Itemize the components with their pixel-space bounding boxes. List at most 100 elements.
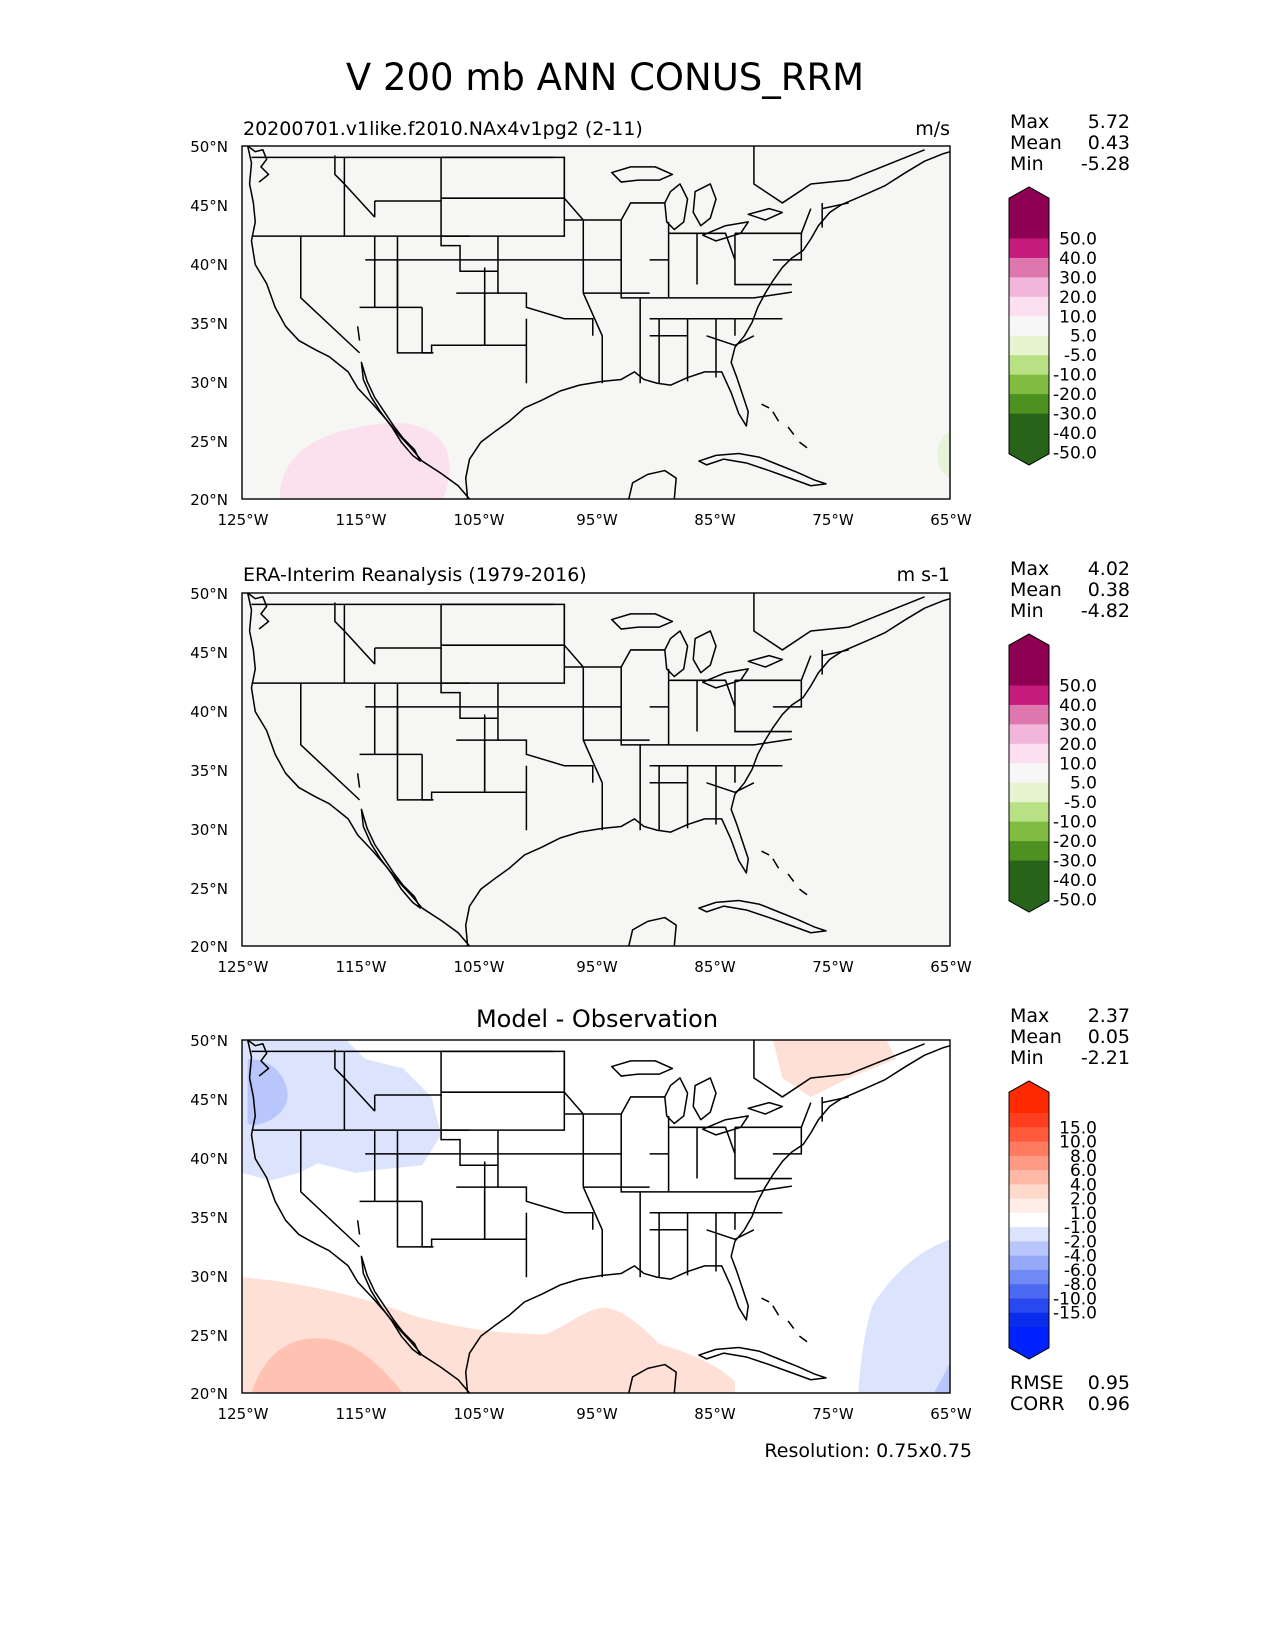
colorbar-tick-label: -30.0 xyxy=(1053,852,1097,872)
colorbar-tick-label: -10.0 xyxy=(1053,813,1097,833)
lat-tick: 45°N xyxy=(190,197,228,215)
stat-value: 0.43 xyxy=(1088,132,1130,154)
lat-tick: 30°N xyxy=(190,374,228,392)
colorbar-swatch xyxy=(1009,704,1049,725)
lat-tick: 35°N xyxy=(190,1209,228,1227)
colorbar-tick-label: -50.0 xyxy=(1053,443,1097,463)
panel-diff-lon-ticks: 125°W 115°W 105°W 95°W 85°W 75°W 65°W xyxy=(218,1405,972,1423)
colorbar-tick-label: 10.0 xyxy=(1059,307,1097,327)
metric-label: RMSE xyxy=(1010,1372,1064,1394)
colorbar-tick-label: 40.0 xyxy=(1059,249,1097,269)
colorbar-tick-label: 15.0 xyxy=(1059,1118,1097,1138)
colorbar-swatch xyxy=(1009,413,1049,434)
colorbar-swatch xyxy=(1009,219,1049,240)
lon-tick: 95°W xyxy=(576,1405,618,1423)
lon-tick: 115°W xyxy=(336,1405,387,1423)
colorbar-tick-label: -5.0 xyxy=(1064,346,1097,366)
colorbar-swatch xyxy=(1009,1255,1049,1271)
resolution-label: Resolution: 0.75x0.75 xyxy=(764,1440,972,1462)
lon-tick: 85°W xyxy=(694,511,736,529)
panel-diff-stats: Max 2.37 Mean 0.05 Min -2.21 xyxy=(1010,1005,1130,1069)
colorbar-swatch xyxy=(1009,860,1049,881)
lon-tick: 115°W xyxy=(336,511,387,529)
colorbar-swatch xyxy=(1009,1227,1049,1242)
lat-tick: 25°N xyxy=(190,433,228,451)
colorbar-tick-label: -6.0 xyxy=(1064,1261,1097,1281)
stat-label: Max xyxy=(1010,1005,1049,1027)
stat-label: Mean xyxy=(1010,1026,1062,1048)
metric-label: CORR xyxy=(1010,1393,1065,1415)
lon-tick: 85°W xyxy=(694,958,736,976)
lat-tick: 25°N xyxy=(190,880,228,898)
colorbar-extend-max xyxy=(1009,634,1049,666)
lat-tick: 20°N xyxy=(190,1385,228,1403)
stat-value: -5.28 xyxy=(1081,153,1130,175)
lon-tick: 105°W xyxy=(454,958,505,976)
colorbar-tick-label: -50.0 xyxy=(1053,890,1097,910)
colorbar-outline xyxy=(1008,1080,1050,1360)
colorbar-outline xyxy=(1008,186,1050,466)
lon-tick: 95°W xyxy=(576,511,618,529)
lat-tick: 20°N xyxy=(190,938,228,956)
panel-obs-map xyxy=(241,592,951,947)
stat-value: 0.05 xyxy=(1088,1026,1130,1048)
lon-tick: 95°W xyxy=(576,958,618,976)
stat-value: -2.21 xyxy=(1081,1047,1130,1069)
lat-tick: 40°N xyxy=(190,703,228,721)
stat-value: 2.37 xyxy=(1088,1005,1130,1027)
panel-obs-lat-ticks: 50°N 45°N 40°N 35°N 30°N 25°N 20°N xyxy=(190,585,228,956)
colorbar-swatch xyxy=(1009,821,1049,842)
colorbar-tick-label: 40.0 xyxy=(1059,696,1097,716)
colorbar-tick-label: -20.0 xyxy=(1053,832,1097,852)
colorbar-swatch xyxy=(1009,1184,1049,1200)
colorbar-tick-label: -1.0 xyxy=(1064,1218,1097,1238)
colorbar-swatch xyxy=(1009,841,1049,862)
lat-tick: 30°N xyxy=(190,1268,228,1286)
lat-tick: 35°N xyxy=(190,762,228,780)
colorbar-swatch xyxy=(1009,238,1049,259)
lat-tick: 45°N xyxy=(190,644,228,662)
lon-tick: 65°W xyxy=(930,958,972,976)
lon-tick: 105°W xyxy=(454,1405,505,1423)
stat-label: Max xyxy=(1010,111,1049,133)
colorbar-tick-label: 4.0 xyxy=(1070,1175,1097,1195)
colorbar-swatch xyxy=(1009,1312,1049,1328)
colorbar-swatch xyxy=(1009,1127,1049,1143)
colorbar-swatch xyxy=(1009,1298,1049,1314)
lon-tick: 125°W xyxy=(218,958,269,976)
colorbar-extend-min xyxy=(1009,1327,1049,1359)
colorbar-tick-label: 5.0 xyxy=(1070,774,1097,794)
colorbar-swatch xyxy=(1009,1141,1049,1157)
colorbar-tick-label: 50.0 xyxy=(1059,229,1097,249)
colorbar-extend-max xyxy=(1009,1081,1049,1113)
colorbar-tick-label: -20.0 xyxy=(1053,385,1097,405)
stat-label: Min xyxy=(1010,600,1044,622)
lon-tick: 125°W xyxy=(218,511,269,529)
stat-value: 0.38 xyxy=(1088,579,1130,601)
stat-value: 5.72 xyxy=(1088,111,1130,133)
panel-diff: Model - Observation 50°N 45°N 40°N 35°N xyxy=(190,1005,1130,1423)
panel-diff-metrics: RMSE 0.95 CORR 0.96 xyxy=(1010,1372,1130,1415)
colorbar-tick-label: -40.0 xyxy=(1053,871,1097,891)
colorbar-tick-label: -2.0 xyxy=(1064,1232,1097,1252)
lat-tick: 20°N xyxy=(190,491,228,509)
lat-tick: 40°N xyxy=(190,256,228,274)
colorbar-swatch xyxy=(1009,1113,1049,1128)
stat-label: Min xyxy=(1010,1047,1044,1069)
panel-model-stats: Max 5.72 Mean 0.43 Min -5.28 xyxy=(1010,111,1130,175)
lon-tick: 65°W xyxy=(930,511,972,529)
panel-model-left-title: 20200701.v1like.f2010.NAx4v1pg2 (2-11) xyxy=(243,118,643,140)
lon-tick: 65°W xyxy=(930,1405,972,1423)
colorbar-swatch xyxy=(1009,763,1049,784)
panel-model-map xyxy=(241,145,951,500)
colorbar-swatch xyxy=(1009,724,1049,745)
stat-label: Max xyxy=(1010,558,1049,580)
lon-tick: 105°W xyxy=(454,511,505,529)
lat-tick: 30°N xyxy=(190,821,228,839)
panel-model-lat-ticks: 50°N 45°N 40°N 35°N 30°N 25°N 20°N xyxy=(190,138,228,509)
colorbar-tick-label: -10.0 xyxy=(1053,366,1097,386)
colorbar-swatch xyxy=(1009,394,1049,415)
lon-tick: 85°W xyxy=(694,1405,736,1423)
lat-tick: 45°N xyxy=(190,1091,228,1109)
panel-diff-map xyxy=(241,1039,951,1394)
